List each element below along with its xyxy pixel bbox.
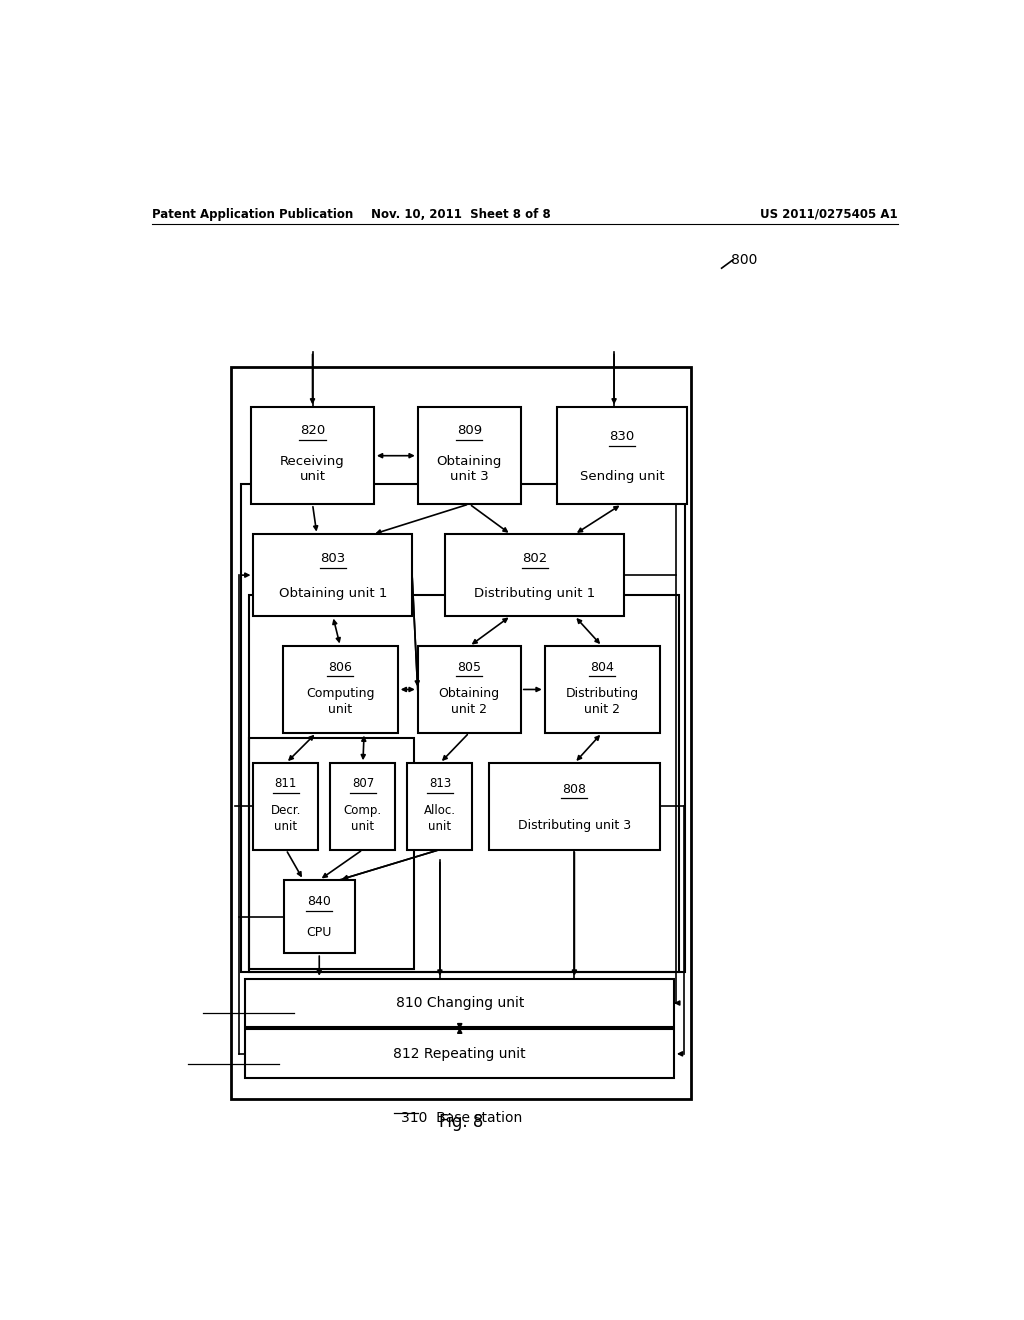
Text: Distributing
unit 2: Distributing unit 2	[565, 688, 639, 715]
Bar	[249, 738, 414, 969]
Bar	[284, 880, 355, 953]
Text: 812 Repeating unit: 812 Repeating unit	[393, 1047, 526, 1061]
Bar	[246, 1030, 674, 1078]
Text: Comp.
unit: Comp. unit	[344, 804, 382, 833]
Text: 803: 803	[321, 552, 345, 565]
Bar	[489, 763, 659, 850]
Text: 807: 807	[352, 777, 374, 791]
Text: Decr.
unit: Decr. unit	[270, 804, 301, 833]
Text: Sending unit: Sending unit	[580, 470, 665, 483]
Text: US 2011/0275405 A1: US 2011/0275405 A1	[760, 207, 898, 220]
Bar	[283, 647, 397, 733]
Text: 830: 830	[609, 430, 635, 444]
Bar	[418, 408, 521, 504]
Bar	[251, 408, 374, 504]
Text: Obtaining
unit 2: Obtaining unit 2	[438, 688, 500, 715]
Text: 806: 806	[329, 660, 352, 673]
Text: Computing
unit: Computing unit	[306, 688, 375, 715]
Bar	[253, 763, 318, 850]
Text: 800: 800	[731, 253, 758, 267]
Bar	[557, 408, 687, 504]
Bar	[246, 978, 674, 1027]
Bar	[545, 647, 659, 733]
Text: 820: 820	[300, 424, 326, 437]
Text: 808: 808	[562, 783, 587, 796]
Text: 813: 813	[429, 777, 451, 791]
Bar	[253, 535, 412, 615]
Text: 810 Changing unit: 810 Changing unit	[395, 997, 524, 1010]
Text: Alloc.
unit: Alloc. unit	[424, 804, 456, 833]
Text: Fig. 8: Fig. 8	[439, 1113, 483, 1131]
Bar	[241, 483, 685, 972]
Text: Patent Application Publication: Patent Application Publication	[152, 207, 353, 220]
Text: 310  Base station: 310 Base station	[400, 1110, 522, 1125]
Text: Distributing unit 1: Distributing unit 1	[474, 586, 595, 599]
Text: 811: 811	[274, 777, 297, 791]
Text: 840: 840	[307, 895, 331, 908]
Text: 804: 804	[590, 660, 614, 673]
Text: 802: 802	[522, 552, 548, 565]
Text: 809: 809	[457, 424, 482, 437]
Bar	[445, 535, 624, 615]
Bar	[408, 763, 472, 850]
Text: Receiving
unit: Receiving unit	[281, 455, 345, 483]
Text: 805: 805	[458, 660, 481, 673]
Bar	[418, 647, 521, 733]
Text: Distributing unit 3: Distributing unit 3	[518, 818, 631, 832]
Text: Nov. 10, 2011  Sheet 8 of 8: Nov. 10, 2011 Sheet 8 of 8	[372, 207, 551, 220]
Bar	[249, 595, 679, 972]
Text: Obtaining
unit 3: Obtaining unit 3	[436, 455, 502, 483]
Text: Obtaining unit 1: Obtaining unit 1	[279, 586, 387, 599]
Bar	[331, 763, 395, 850]
Bar	[231, 367, 691, 1098]
Text: CPU: CPU	[306, 927, 332, 940]
